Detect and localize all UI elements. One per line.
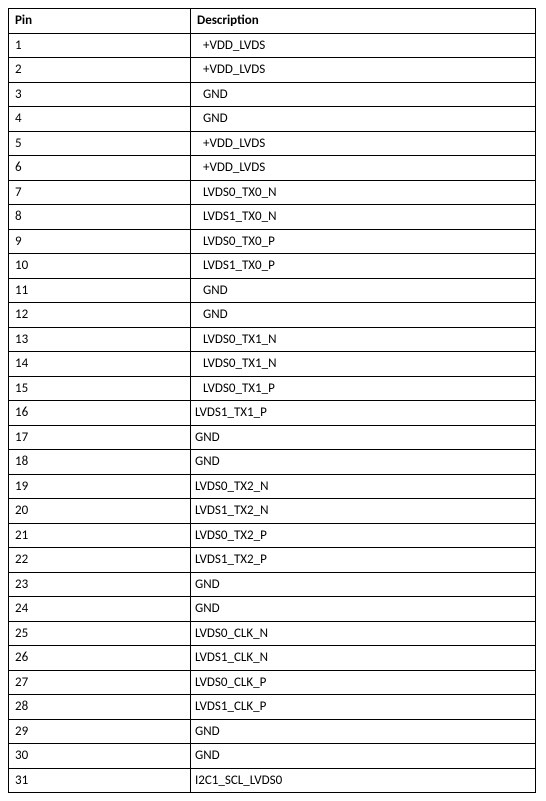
table-row: 8LVDS1_TX0_N bbox=[9, 205, 536, 230]
table-row: 13LVDS0_TX1_N bbox=[9, 327, 536, 352]
cell-description: LVDS0_TX1_N bbox=[191, 352, 536, 377]
cell-description: LVDS1_TX1_P bbox=[191, 401, 536, 426]
cell-description: LVDS0_TX0_N bbox=[191, 180, 536, 205]
table-row: 31I2C1_SCL_LVDS0 bbox=[9, 768, 536, 793]
cell-description: GND bbox=[191, 572, 536, 597]
cell-pin: 3 bbox=[9, 82, 191, 107]
cell-description: LVDS0_TX2_N bbox=[191, 474, 536, 499]
cell-pin: 18 bbox=[9, 450, 191, 475]
table-row: 12GND bbox=[9, 303, 536, 328]
table-row: 16LVDS1_TX1_P bbox=[9, 401, 536, 426]
cell-pin: 10 bbox=[9, 254, 191, 279]
cell-description: +VDD_LVDS bbox=[191, 33, 536, 58]
table-row: 5+VDD_LVDS bbox=[9, 131, 536, 156]
cell-pin: 22 bbox=[9, 548, 191, 573]
table-row: 27LVDS0_CLK_P bbox=[9, 670, 536, 695]
table-row: 20LVDS1_TX2_N bbox=[9, 499, 536, 524]
cell-description: I2C1_SCL_LVDS0 bbox=[191, 768, 536, 793]
cell-pin: 16 bbox=[9, 401, 191, 426]
cell-pin: 28 bbox=[9, 695, 191, 720]
cell-description: LVDS1_CLK_P bbox=[191, 695, 536, 720]
cell-description: GND bbox=[191, 82, 536, 107]
table-row: 2+VDD_LVDS bbox=[9, 58, 536, 83]
table-row: 3GND bbox=[9, 82, 536, 107]
cell-pin: 9 bbox=[9, 229, 191, 254]
table-row: 28LVDS1_CLK_P bbox=[9, 695, 536, 720]
table-row: 7LVDS0_TX0_N bbox=[9, 180, 536, 205]
table-row: 29GND bbox=[9, 719, 536, 744]
cell-description: LVDS1_TX0_N bbox=[191, 205, 536, 230]
cell-pin: 25 bbox=[9, 621, 191, 646]
cell-pin: 11 bbox=[9, 278, 191, 303]
cell-description: GND bbox=[191, 107, 536, 132]
table-row: 10LVDS1_TX0_P bbox=[9, 254, 536, 279]
cell-pin: 17 bbox=[9, 425, 191, 450]
cell-pin: 14 bbox=[9, 352, 191, 377]
table-row: 4GND bbox=[9, 107, 536, 132]
cell-pin: 23 bbox=[9, 572, 191, 597]
cell-description: +VDD_LVDS bbox=[191, 58, 536, 83]
cell-description: LVDS0_TX1_N bbox=[191, 327, 536, 352]
table-row: 17GND bbox=[9, 425, 536, 450]
cell-pin: 2 bbox=[9, 58, 191, 83]
cell-pin: 13 bbox=[9, 327, 191, 352]
header-description: Description bbox=[191, 9, 536, 34]
table-row: 26LVDS1_CLK_N bbox=[9, 646, 536, 671]
cell-pin: 30 bbox=[9, 744, 191, 769]
cell-pin: 31 bbox=[9, 768, 191, 793]
table-row: 30GND bbox=[9, 744, 536, 769]
table-header-row: Pin Description bbox=[9, 9, 536, 34]
table-row: 11GND bbox=[9, 278, 536, 303]
cell-pin: 19 bbox=[9, 474, 191, 499]
cell-description: LVDS1_TX0_P bbox=[191, 254, 536, 279]
table-row: 18GND bbox=[9, 450, 536, 475]
cell-pin: 8 bbox=[9, 205, 191, 230]
cell-description: GND bbox=[191, 450, 536, 475]
header-pin: Pin bbox=[9, 9, 191, 34]
cell-description: GND bbox=[191, 597, 536, 622]
cell-description: +VDD_LVDS bbox=[191, 131, 536, 156]
cell-pin: 6 bbox=[9, 156, 191, 181]
cell-pin: 5 bbox=[9, 131, 191, 156]
table-row: 19LVDS0_TX2_N bbox=[9, 474, 536, 499]
cell-description: LVDS0_CLK_P bbox=[191, 670, 536, 695]
cell-description: GND bbox=[191, 278, 536, 303]
cell-pin: 24 bbox=[9, 597, 191, 622]
cell-description: GND bbox=[191, 303, 536, 328]
cell-pin: 26 bbox=[9, 646, 191, 671]
table-row: 25LVDS0_CLK_N bbox=[9, 621, 536, 646]
cell-pin: 1 bbox=[9, 33, 191, 58]
cell-description: LVDS1_TX2_N bbox=[191, 499, 536, 524]
cell-description: LVDS0_TX1_P bbox=[191, 376, 536, 401]
cell-description: GND bbox=[191, 744, 536, 769]
cell-pin: 4 bbox=[9, 107, 191, 132]
pin-table: Pin Description 1+VDD_LVDS2+VDD_LVDS3GND… bbox=[8, 8, 536, 793]
cell-pin: 27 bbox=[9, 670, 191, 695]
cell-description: GND bbox=[191, 719, 536, 744]
cell-description: LVDS0_CLK_N bbox=[191, 621, 536, 646]
table-row: 14LVDS0_TX1_N bbox=[9, 352, 536, 377]
cell-description: LVDS1_CLK_N bbox=[191, 646, 536, 671]
cell-description: +VDD_LVDS bbox=[191, 156, 536, 181]
table-row: 1+VDD_LVDS bbox=[9, 33, 536, 58]
cell-description: LVDS1_TX2_P bbox=[191, 548, 536, 573]
cell-description: GND bbox=[191, 425, 536, 450]
table-row: 23GND bbox=[9, 572, 536, 597]
table-row: 22LVDS1_TX2_P bbox=[9, 548, 536, 573]
cell-pin: 20 bbox=[9, 499, 191, 524]
cell-description: LVDS0_TX2_P bbox=[191, 523, 536, 548]
table-row: 21LVDS0_TX2_P bbox=[9, 523, 536, 548]
cell-pin: 15 bbox=[9, 376, 191, 401]
table-body: 1+VDD_LVDS2+VDD_LVDS3GND4GND5+VDD_LVDS6+… bbox=[9, 33, 536, 793]
table-row: 15LVDS0_TX1_P bbox=[9, 376, 536, 401]
cell-pin: 21 bbox=[9, 523, 191, 548]
table-row: 9LVDS0_TX0_P bbox=[9, 229, 536, 254]
cell-pin: 12 bbox=[9, 303, 191, 328]
table-row: 6+VDD_LVDS bbox=[9, 156, 536, 181]
table-row: 24GND bbox=[9, 597, 536, 622]
cell-description: LVDS0_TX0_P bbox=[191, 229, 536, 254]
cell-pin: 29 bbox=[9, 719, 191, 744]
cell-pin: 7 bbox=[9, 180, 191, 205]
